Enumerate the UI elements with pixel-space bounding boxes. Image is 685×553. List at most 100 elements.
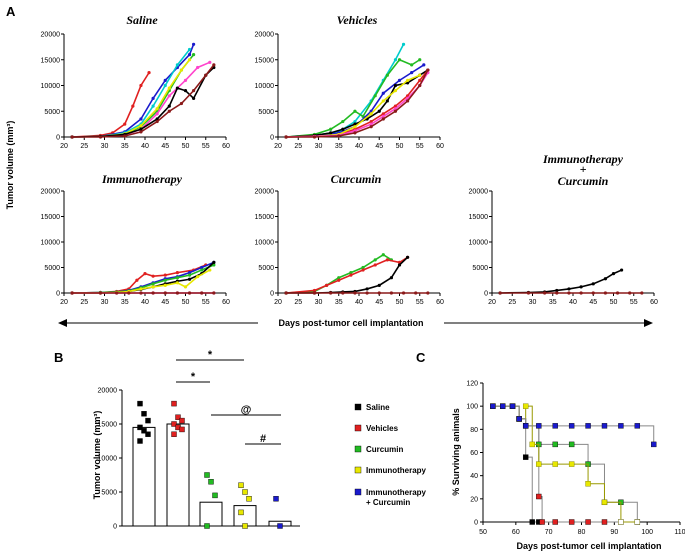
- y-tick-label: 20000: [255, 189, 275, 196]
- data-point-i7: [187, 291, 192, 295]
- bar-data-point: [145, 431, 151, 437]
- series-line-v4: [286, 69, 429, 138]
- data-point-v6: [381, 99, 385, 103]
- data-point-c1: [373, 258, 377, 262]
- data-point-s2: [139, 117, 143, 121]
- x-tick-label: 45: [161, 143, 169, 150]
- survival-point: [500, 403, 506, 409]
- data-point-c4: [401, 291, 406, 295]
- data-point-ic2: [640, 291, 644, 295]
- sig-star-2: *: [191, 371, 196, 383]
- data-point-s5: [187, 58, 192, 62]
- survival-point: [585, 519, 591, 525]
- data-point-v2: [329, 127, 333, 131]
- data-point-s8: [98, 135, 103, 139]
- y-tick-label: 15000: [41, 57, 61, 64]
- bar-data-point: [238, 482, 244, 488]
- data-point-i1: [135, 278, 139, 282]
- data-point-v8: [381, 117, 385, 121]
- x-tick-label: 20: [274, 299, 282, 306]
- data-point-c4: [426, 291, 430, 295]
- data-point-v4: [329, 131, 333, 135]
- subplot-title: Immunotherapy: [101, 172, 183, 186]
- data-point-v8: [337, 134, 341, 138]
- subplot-survival: 0 20 40 60 80 100 120 50 60 70 80 90 100 110: [466, 381, 685, 537]
- legend-label: Vehicles: [366, 424, 399, 433]
- data-point-v4: [393, 83, 398, 88]
- data-point-ic1: [620, 268, 624, 272]
- subplot-bar: 0 5000 10000 15000 20000: [98, 388, 300, 531]
- survival-point: [601, 423, 608, 429]
- survival-point: [516, 416, 522, 422]
- data-point-i7: [127, 291, 131, 295]
- subplot-title: Curcumin: [331, 172, 382, 186]
- bar-data-point: [137, 400, 143, 407]
- data-point-c2: [325, 283, 329, 287]
- data-point-v8: [393, 109, 398, 113]
- data-point-ic1: [579, 285, 583, 289]
- data-point-v1: [353, 119, 357, 124]
- y-tick-label: 0: [56, 135, 60, 142]
- survival-curve-line: [492, 405, 655, 445]
- bar-data-point: [175, 414, 181, 420]
- data-point-s7: [139, 127, 143, 131]
- y-tick-label: 80: [470, 427, 478, 434]
- data-point-v6: [369, 112, 373, 116]
- x-tick-label: 60: [650, 299, 658, 306]
- y-tick-label: 0: [113, 524, 117, 531]
- x-tick-label: 25: [80, 143, 88, 150]
- data-point-s8: [70, 135, 74, 139]
- y-tick-label: 120: [466, 381, 478, 388]
- x-tick-label: 45: [375, 143, 383, 150]
- x-tick-label: 50: [182, 299, 190, 306]
- bar-data-point: [242, 489, 248, 495]
- data-point-i3: [163, 278, 167, 282]
- x-tick-label: 60: [436, 299, 444, 306]
- y-tick-label: 20000: [98, 388, 118, 395]
- data-point-i3: [175, 276, 179, 280]
- data-point-c4: [329, 291, 333, 295]
- data-point-v4: [406, 81, 410, 85]
- y-tick-label: 100: [466, 404, 478, 411]
- legend-swatch: [354, 403, 362, 411]
- data-point-v2: [410, 63, 414, 67]
- data-point-i5: [208, 268, 212, 272]
- x-tick-label: 30: [101, 143, 109, 150]
- data-point-s2: [151, 96, 155, 100]
- data-point-s7: [175, 86, 179, 90]
- y-tick-label: 0: [56, 291, 60, 298]
- survival-point: [568, 519, 575, 525]
- panel-c-xlabel: Days post-tumor cell implantation: [516, 541, 661, 551]
- data-point-v8: [284, 135, 288, 139]
- survival-point: [539, 519, 545, 525]
- series-line-c2: [286, 256, 409, 294]
- data-point-s3: [151, 104, 155, 108]
- x-tick-label: 45: [161, 299, 169, 306]
- panel-a-xlabel: Days post-tumor cell implantation: [278, 318, 423, 328]
- survival-point: [536, 493, 542, 500]
- y-tick-label: 10000: [41, 240, 61, 247]
- y-tick-label: 15000: [255, 214, 275, 221]
- y-tick-label: 15000: [255, 57, 275, 64]
- x-tick-label: 40: [569, 299, 577, 306]
- subplot-immunotherapy-curcumin: 0 5000 10000 15000 20000 20 25 30 35 40 45 50 55 60 Im…: [469, 152, 658, 306]
- data-point-v5: [393, 104, 398, 108]
- legend-label: Curcumin: [366, 445, 403, 454]
- bar-data-point: [171, 400, 177, 407]
- legend-swatch: [354, 466, 362, 474]
- data-point-i4: [187, 277, 192, 281]
- bar: [199, 501, 223, 527]
- data-point-v6: [418, 73, 422, 77]
- data-point-i1: [151, 274, 155, 278]
- data-point-s6: [167, 94, 171, 98]
- panel-a-label: A: [6, 4, 16, 19]
- x-tick-label: 45: [375, 299, 383, 306]
- data-point-c3: [377, 283, 381, 287]
- data-point-s6: [155, 112, 159, 116]
- data-point-s3: [187, 47, 192, 52]
- survival-point: [618, 519, 624, 525]
- data-point-v2: [341, 119, 345, 124]
- data-point-ic2: [543, 291, 547, 295]
- data-point-s6: [208, 60, 212, 64]
- data-point-ic1: [591, 282, 595, 286]
